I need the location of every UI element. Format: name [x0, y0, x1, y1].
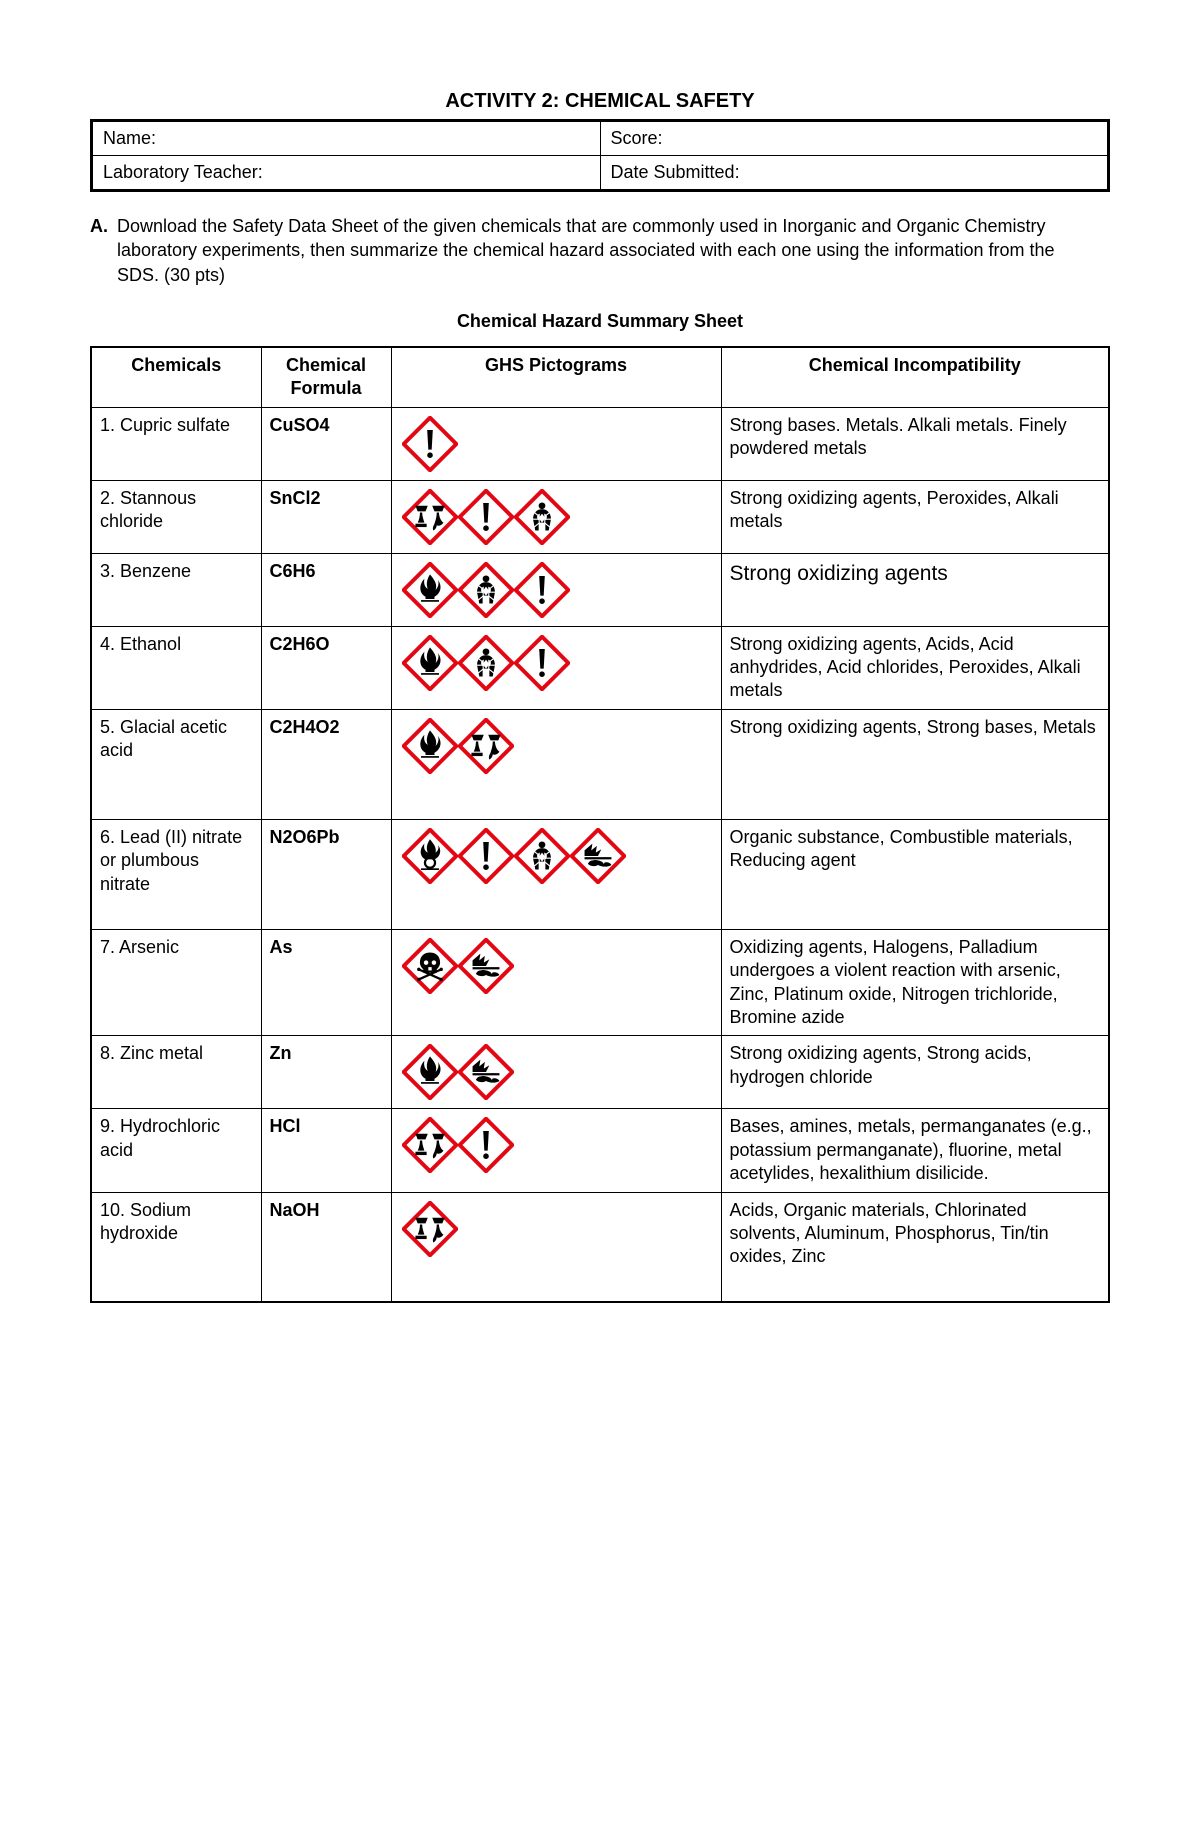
table-header-row: Chemicals Chemical Formula GHS Pictogram… — [91, 347, 1109, 407]
chemical-name: 5. Glacial acetic acid — [91, 709, 261, 819]
exclamation-icon — [458, 828, 514, 884]
score-cell[interactable]: Score: — [600, 121, 1109, 156]
table-row: 1. Cupric sulfateCuSO4 Strong bases. Meta… — [91, 407, 1109, 480]
col-formula: Chemical Formula — [261, 347, 391, 407]
chemical-formula: C2H4O2 — [261, 709, 391, 819]
chemical-name: 2. Stannous chloride — [91, 480, 261, 553]
table-row: 10. Sodium hydroxideNaOH Acids, Organic m… — [91, 1192, 1109, 1302]
incompatibility: Acids, Organic materials, Chlorinated so… — [721, 1192, 1109, 1302]
exclamation-icon — [458, 1117, 514, 1173]
corrosion-icon — [458, 718, 514, 774]
flame-icon — [402, 635, 458, 691]
flame-icon — [402, 718, 458, 774]
table-row: 6. Lead (II) nitrate or plumbous nitrate… — [91, 819, 1109, 929]
chemical-formula: HCl — [261, 1109, 391, 1192]
health-icon — [514, 828, 570, 884]
incompatibility: Strong oxidizing agents — [721, 553, 1109, 626]
table-row: 9. Hydrochloric acidHCl Bases, amines, me… — [91, 1109, 1109, 1192]
environment-icon — [458, 938, 514, 994]
chemical-formula: Zn — [261, 1036, 391, 1109]
exclamation-icon — [514, 635, 570, 691]
chemical-name: 9. Hydrochloric acid — [91, 1109, 261, 1192]
pictogram-cell — [391, 709, 721, 819]
health-icon — [458, 562, 514, 618]
pictogram-cell — [391, 1036, 721, 1109]
corrosion-icon — [402, 1201, 458, 1257]
health-icon — [458, 635, 514, 691]
chemical-formula: SnCl2 — [261, 480, 391, 553]
subtitle: Chemical Hazard Summary Sheet — [90, 311, 1110, 332]
teacher-cell[interactable]: Laboratory Teacher: — [92, 156, 601, 191]
exclamation-icon — [514, 562, 570, 618]
chemical-name: 10. Sodium hydroxide — [91, 1192, 261, 1302]
incompatibility: Bases, amines, metals, permanganates (e.… — [721, 1109, 1109, 1192]
chemical-formula: C2H6O — [261, 626, 391, 709]
flame-circle-icon — [402, 828, 458, 884]
pictogram-cell — [391, 553, 721, 626]
corrosion-icon — [402, 489, 458, 545]
pictogram-cell — [391, 819, 721, 929]
pictogram-cell — [391, 407, 721, 480]
table-row: 4. EthanolC2H6O Strong oxidizing agents, … — [91, 626, 1109, 709]
incompatibility: Strong oxidizing agents, Strong acids, h… — [721, 1036, 1109, 1109]
info-table: Name: Score: Laboratory Teacher: Date Su… — [90, 119, 1110, 192]
chemical-formula: NaOH — [261, 1192, 391, 1302]
skull-icon — [402, 938, 458, 994]
chemical-formula: C6H6 — [261, 553, 391, 626]
chemical-name: 3. Benzene — [91, 553, 261, 626]
chemical-formula: N2O6Pb — [261, 819, 391, 929]
hazard-table: Chemicals Chemical Formula GHS Pictogram… — [90, 346, 1110, 1303]
corrosion-icon — [402, 1117, 458, 1173]
instructions: A. Download the Safety Data Sheet of the… — [90, 214, 1110, 287]
instructions-text: Download the Safety Data Sheet of the gi… — [117, 214, 1077, 287]
chemical-name: 6. Lead (II) nitrate or plumbous nitrate — [91, 819, 261, 929]
section-letter: A. — [90, 214, 112, 238]
col-incompat: Chemical Incompatibility — [721, 347, 1109, 407]
pictogram-cell — [391, 929, 721, 1036]
incompatibility: Strong oxidizing agents, Acids, Acid anh… — [721, 626, 1109, 709]
incompatibility: Oxidizing agents, Halogens, Palladium un… — [721, 929, 1109, 1036]
chemical-name: 7. Arsenic — [91, 929, 261, 1036]
table-row: 5. Glacial acetic acidC2H4O2 Strong oxidi… — [91, 709, 1109, 819]
pictogram-cell — [391, 626, 721, 709]
flame-icon — [402, 1044, 458, 1100]
pictogram-cell — [391, 480, 721, 553]
health-icon — [514, 489, 570, 545]
flame-icon — [402, 562, 458, 618]
table-row: 8. Zinc metalZn Strong oxidizing agents, … — [91, 1036, 1109, 1109]
col-chemicals: Chemicals — [91, 347, 261, 407]
environment-icon — [458, 1044, 514, 1100]
exclamation-icon — [402, 416, 458, 472]
table-row: 7. ArsenicAs Oxidizing agents, Halogens, … — [91, 929, 1109, 1036]
incompatibility: Organic substance, Combustible materials… — [721, 819, 1109, 929]
incompatibility: Strong oxidizing agents, Peroxides, Alka… — [721, 480, 1109, 553]
table-row: 2. Stannous chlorideSnCl2 Strong oxidizin… — [91, 480, 1109, 553]
table-row: 3. BenzeneC6H6 Strong oxidizing agents — [91, 553, 1109, 626]
incompatibility: Strong oxidizing agents, Strong bases, M… — [721, 709, 1109, 819]
chemical-name: 1. Cupric sulfate — [91, 407, 261, 480]
chemical-name: 4. Ethanol — [91, 626, 261, 709]
incompatibility: Strong bases. Metals. Alkali metals. Fin… — [721, 407, 1109, 480]
date-cell[interactable]: Date Submitted: — [600, 156, 1109, 191]
name-cell[interactable]: Name: — [92, 121, 601, 156]
page: ACTIVITY 2: CHEMICAL SAFETY Name: Score:… — [90, 90, 1110, 1303]
chemical-formula: As — [261, 929, 391, 1036]
exclamation-icon — [458, 489, 514, 545]
environment-icon — [570, 828, 626, 884]
page-title: ACTIVITY 2: CHEMICAL SAFETY — [90, 90, 1110, 113]
pictogram-cell — [391, 1109, 721, 1192]
col-pictograms: GHS Pictograms — [391, 347, 721, 407]
pictogram-cell — [391, 1192, 721, 1302]
chemical-name: 8. Zinc metal — [91, 1036, 261, 1109]
chemical-formula: CuSO4 — [261, 407, 391, 480]
